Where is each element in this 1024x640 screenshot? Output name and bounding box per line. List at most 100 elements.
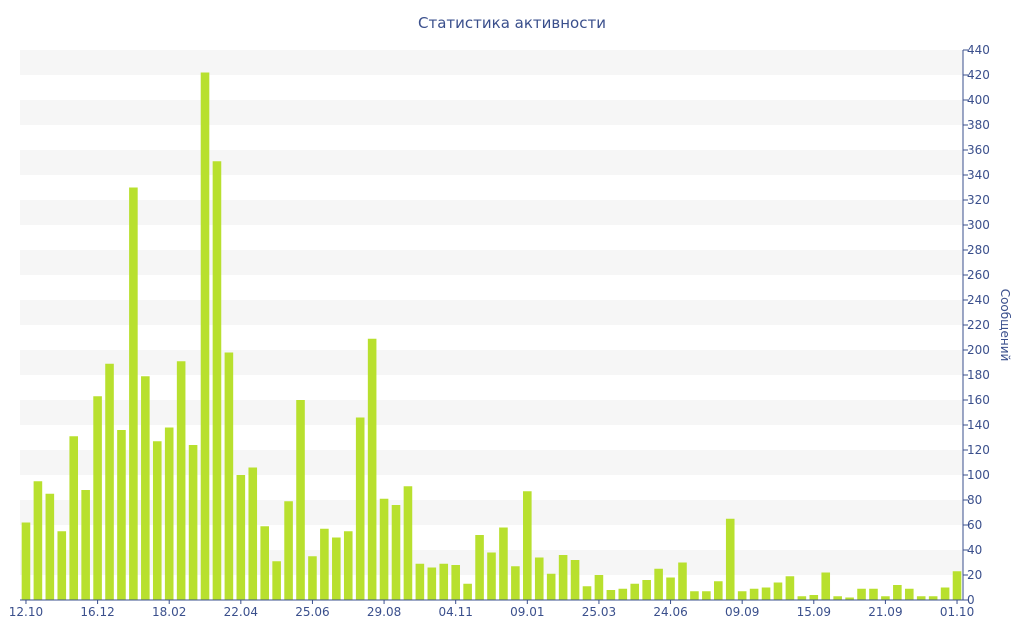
y-tick-label: 20 [967, 568, 982, 582]
x-tick-label: 04.11 [439, 605, 473, 619]
bar [427, 567, 437, 600]
bar [45, 493, 55, 600]
bar [308, 556, 317, 600]
y-tick-label: 60 [967, 518, 982, 532]
bar [869, 588, 878, 600]
bar [284, 501, 293, 600]
x-tick-label: 16.12 [80, 605, 114, 619]
grid-band [20, 150, 963, 175]
bar [81, 490, 90, 600]
bar [260, 526, 269, 600]
bar [200, 72, 210, 600]
bar [403, 486, 413, 600]
bar [761, 587, 771, 600]
bar [141, 376, 150, 600]
y-tick-label: 300 [967, 218, 990, 232]
bar [93, 396, 102, 600]
y-axis: 0 20 40 60 80 100 120 140 160 180 200 220 240 260 280 3… [962, 43, 990, 607]
grid-band [20, 200, 963, 225]
bar [499, 527, 508, 600]
bar [152, 441, 162, 600]
bar [224, 352, 234, 600]
x-tick-label: 29.08 [367, 605, 401, 619]
bar [904, 588, 914, 600]
y-tick-label: 220 [967, 318, 990, 332]
bar [248, 467, 258, 600]
bar [630, 583, 640, 600]
x-tick-label: 01.10 [940, 605, 974, 619]
y-axis-title: Сообщений [998, 289, 1012, 362]
bar [940, 587, 950, 600]
y-tick-label: 200 [967, 343, 990, 357]
bar [833, 596, 842, 600]
bar [332, 537, 341, 600]
bar [463, 583, 472, 600]
grid-band [20, 300, 963, 325]
x-tick-label: 21.09 [868, 605, 902, 619]
bar [176, 361, 186, 600]
bar [821, 572, 831, 600]
bar [272, 561, 281, 600]
bar [952, 571, 962, 600]
bar [666, 577, 675, 600]
y-tick-label: 280 [967, 243, 990, 257]
bar [893, 585, 902, 600]
bar [928, 596, 938, 600]
bar [594, 575, 604, 600]
bar [654, 568, 663, 600]
x-tick-label: 25.06 [295, 605, 329, 619]
bar [678, 562, 687, 600]
bar [881, 596, 890, 600]
bar [296, 400, 305, 600]
bar [773, 582, 783, 600]
bar [33, 481, 43, 600]
bar [737, 591, 747, 600]
bar [857, 588, 866, 600]
bar [188, 445, 198, 600]
bar [487, 552, 496, 600]
bar [534, 557, 544, 600]
x-tick-label: 25.03 [582, 605, 616, 619]
bar [714, 581, 723, 600]
y-tick-label: 120 [967, 443, 990, 457]
bar [212, 161, 222, 600]
bar [69, 436, 79, 600]
y-tick-label: 340 [967, 168, 990, 182]
bar [606, 590, 616, 600]
bar [320, 528, 329, 600]
y-tick-label: 240 [967, 293, 990, 307]
bar [439, 563, 449, 600]
x-tick-label: 15.09 [797, 605, 831, 619]
bar [618, 588, 628, 600]
x-tick-label: 24.06 [653, 605, 687, 619]
bar [797, 596, 807, 600]
x-tick-label: 09.09 [725, 605, 759, 619]
grid-band [20, 400, 963, 425]
x-tick-label: 09.01 [510, 605, 544, 619]
bar [105, 363, 114, 600]
grid-band [20, 50, 963, 75]
bar [690, 591, 699, 600]
bar [129, 187, 138, 600]
bar [379, 498, 389, 600]
bar [523, 491, 532, 600]
y-tick-label: 360 [967, 143, 990, 157]
bar [57, 531, 67, 600]
bar [343, 531, 353, 600]
bar [236, 475, 246, 600]
y-tick-label: 380 [967, 118, 990, 132]
chart-title: Статистика активности [418, 14, 606, 32]
bar [702, 591, 711, 600]
bar [367, 338, 377, 600]
y-tick-label: 180 [967, 368, 990, 382]
x-tick-label: 18.02 [152, 605, 186, 619]
y-tick-label: 400 [967, 93, 990, 107]
y-tick-label: 320 [967, 193, 990, 207]
bar [785, 576, 795, 600]
bar [546, 573, 556, 600]
bar [725, 518, 735, 600]
y-tick-label: 40 [967, 543, 982, 557]
y-tick-label: 140 [967, 418, 990, 432]
bar [475, 535, 484, 600]
